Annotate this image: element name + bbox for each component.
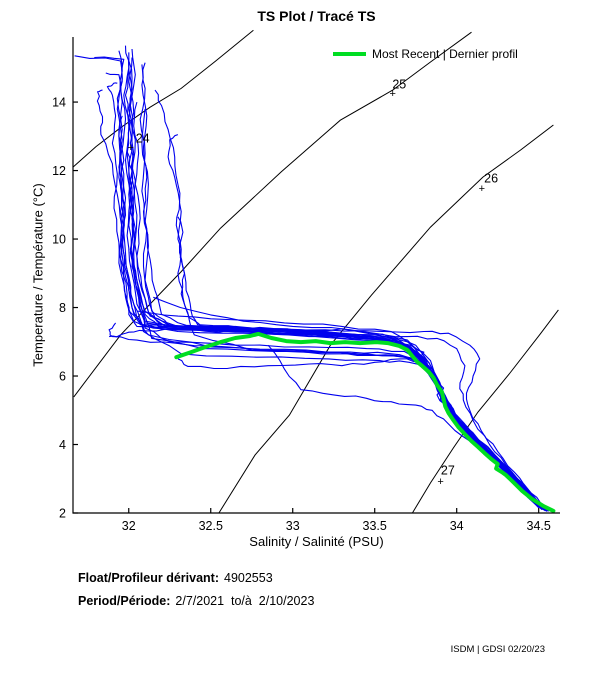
- legend: Most Recent | Dernier profil: [333, 47, 518, 61]
- x-axis-label: Salinity / Salinité (PSU): [249, 534, 384, 549]
- page-title: TS Plot / Tracé TS: [257, 8, 376, 24]
- density-contour-line: [72, 29, 254, 168]
- profile-line: [128, 57, 546, 510]
- profile-line: [96, 89, 540, 509]
- profile-line: [177, 216, 543, 510]
- profile-line: [141, 62, 543, 509]
- most-recent-line-swatch: [333, 52, 366, 56]
- profile-line: [118, 115, 545, 510]
- y-tick-label: 4: [59, 438, 66, 452]
- profile-line: [123, 45, 549, 512]
- y-tick-label: 14: [52, 96, 66, 110]
- period-row: Period/Période: 2/7/2021 to/à 2/10/2023: [78, 590, 314, 613]
- contour-label: 24: [136, 132, 150, 146]
- x-tick-label: 34: [450, 519, 464, 533]
- most-recent-line: [174, 331, 556, 513]
- profile-line: [141, 108, 543, 510]
- profile-line: [177, 358, 548, 512]
- y-tick-label: 6: [59, 370, 66, 384]
- contour-label: 25: [392, 77, 406, 91]
- x-tick-label: 33: [286, 519, 300, 533]
- x-tick-label: 32.5: [199, 519, 223, 533]
- profile-line: [108, 322, 543, 510]
- float-id-row: Float/Profileur dérivant: 4902553: [78, 567, 314, 590]
- density-contour-line: [218, 124, 554, 514]
- contour-plus-mark: +: [390, 88, 396, 100]
- footer-credit: ISDM | GDSI 02/20/23: [450, 644, 545, 655]
- period-label: Period/Période:: [78, 594, 171, 608]
- y-axis-label: Temperature / Température (°C): [30, 183, 46, 367]
- x-tick-label: 33.5: [363, 519, 387, 533]
- contour-plus-mark: +: [437, 476, 443, 488]
- legend-label: Most Recent | Dernier profil: [372, 47, 518, 61]
- contour-label: 27: [441, 463, 455, 477]
- x-tick-label: 34.5: [527, 519, 551, 533]
- x-tick-label: 32: [122, 519, 136, 533]
- y-tick-label: 2: [59, 507, 66, 521]
- density-contour-line: [411, 309, 559, 514]
- profile-line: [128, 60, 548, 510]
- profile-line: [129, 48, 543, 509]
- profile-line: [109, 326, 544, 510]
- float-info: Float/Profileur dérivant: 4902553 Period…: [78, 567, 314, 613]
- y-tick-label: 8: [59, 301, 66, 315]
- y-tick-label: 10: [52, 233, 66, 247]
- float-id-value: 4902553: [224, 571, 273, 585]
- contour-plus-mark: +: [127, 142, 133, 154]
- profile-line: [267, 344, 546, 511]
- float-id-label: Float/Profileur dérivant:: [78, 571, 219, 585]
- contour-label: 26: [484, 172, 498, 186]
- contour-plus-mark: +: [479, 183, 485, 195]
- y-tick-label: 12: [52, 164, 66, 178]
- period-value: 2/7/2021 to/à 2/10/2023: [175, 594, 315, 608]
